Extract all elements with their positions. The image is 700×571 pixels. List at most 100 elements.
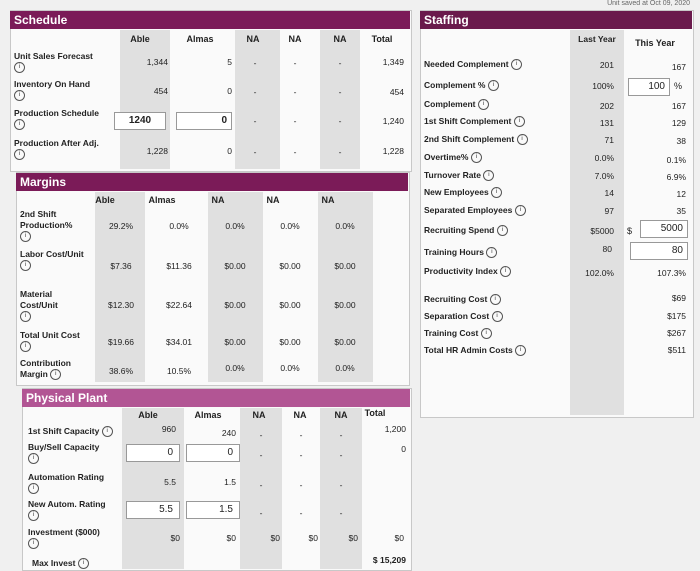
- info-icon[interactable]: i: [480, 328, 492, 340]
- info-icon[interactable]: i: [514, 205, 526, 217]
- plant-col-almas: Almas: [194, 410, 222, 420]
- schedule-shade-able: [120, 30, 170, 169]
- plant-shade-na3: [320, 408, 362, 569]
- info-icon[interactable]: i: [500, 266, 512, 278]
- schedule-col-na1: NA: [246, 34, 260, 44]
- margins-col-na3: NA: [321, 195, 335, 205]
- margins-shade-able: [95, 192, 145, 382]
- margins-col-able: Able: [95, 195, 115, 205]
- plant-shade-na1: [240, 408, 282, 569]
- margins-col-na1: NA: [211, 195, 225, 205]
- new-autom-able-input[interactable]: 5.5: [126, 501, 180, 519]
- schedule-row-label: Production After Adj. i: [14, 138, 99, 161]
- plant-col-na2: NA: [293, 410, 307, 420]
- info-icon[interactable]: i: [487, 80, 499, 92]
- info-icon[interactable]: i: [28, 483, 39, 495]
- info-icon[interactable]: i: [77, 558, 89, 570]
- info-icon[interactable]: i: [477, 99, 489, 111]
- staffing-shade-last: [570, 30, 624, 415]
- plant-col-total: Total: [364, 408, 386, 418]
- info-icon[interactable]: i: [470, 152, 482, 164]
- margins-row-label: 2nd Shift Production% i: [20, 209, 90, 243]
- margins-row-label: Contribution Margin i: [20, 358, 71, 381]
- info-icon[interactable]: i: [491, 187, 503, 199]
- info-icon[interactable]: i: [28, 538, 39, 550]
- info-icon[interactable]: i: [496, 225, 508, 237]
- info-icon[interactable]: i: [486, 247, 498, 259]
- new-autom-almas-input[interactable]: 1.5: [186, 501, 240, 519]
- margins-col-almas: Almas: [148, 195, 176, 205]
- schedule-shade-na3: [320, 30, 360, 169]
- plant-col-na3: NA: [334, 410, 348, 420]
- staffing-row-label: Needed Complement i: [424, 59, 522, 71]
- staffing-row-label: Turnover Rate i: [424, 170, 495, 182]
- complement-percent-input[interactable]: 100: [628, 78, 670, 96]
- info-icon[interactable]: i: [515, 345, 527, 357]
- cost-row-label: Separation Cost i: [424, 311, 503, 323]
- info-icon[interactable]: i: [28, 510, 39, 522]
- plant-row-label: Max Invest i: [32, 558, 89, 570]
- staffing-row-label: Overtime% i: [424, 152, 482, 164]
- info-icon[interactable]: i: [101, 426, 113, 438]
- cost-row-label: Recruiting Cost i: [424, 294, 501, 306]
- info-icon[interactable]: i: [28, 453, 39, 465]
- schedule-shade-na: [235, 30, 280, 169]
- margins-row-label: Total Unit Cost i: [20, 330, 90, 353]
- schedule-col-total: Total: [371, 34, 393, 44]
- staffing-row-label: Complement % i: [424, 80, 499, 92]
- info-icon[interactable]: i: [489, 294, 501, 306]
- schedule-col-almas: Almas: [186, 34, 214, 44]
- margins-col-na2: NA: [266, 195, 280, 205]
- plant-col-na1: NA: [252, 410, 266, 420]
- info-icon[interactable]: i: [20, 231, 31, 243]
- col-this-year: This Year: [635, 38, 675, 48]
- info-icon[interactable]: i: [50, 369, 62, 381]
- schedule-col-na2: NA: [288, 34, 302, 44]
- staffing-row-label: 1st Shift Complement i: [424, 116, 525, 128]
- schedule-col-na3: NA: [333, 34, 347, 44]
- info-icon[interactable]: i: [491, 311, 503, 323]
- save-status-text: Unit saved at Oct 09, 2020: [607, 0, 690, 7]
- plant-row-label: Automation Rating i: [28, 472, 104, 495]
- buy-sell-almas-input[interactable]: 0: [186, 444, 240, 462]
- training-hours-input[interactable]: 80: [630, 242, 688, 260]
- schedule-col-able: Able: [130, 34, 150, 44]
- plant-title: Physical Plant: [22, 389, 410, 407]
- schedule-row-label: Inventory On Hand i: [14, 79, 90, 102]
- info-icon[interactable]: i: [14, 90, 25, 102]
- staffing-row-label: New Employees i: [424, 187, 503, 199]
- plant-col-able: Able: [138, 410, 158, 420]
- plant-row-label: Buy/Sell Capacity i: [28, 442, 99, 465]
- cost-row-label: Training Cost i: [424, 328, 492, 340]
- margins-row-label: Material Cost/Unit i: [20, 289, 90, 323]
- info-icon[interactable]: i: [20, 311, 31, 323]
- plant-row-label: New Autom. Rating i: [28, 499, 106, 522]
- info-icon[interactable]: i: [14, 149, 25, 161]
- staffing-row-label: Separated Employees i: [424, 205, 526, 217]
- schedule-title: Schedule: [10, 11, 410, 29]
- staffing-row-label: Complement i: [424, 99, 489, 111]
- margins-row-label: Labor Cost/Unit i: [20, 249, 90, 272]
- info-icon[interactable]: i: [510, 59, 522, 71]
- margins-shade-na1: [208, 192, 263, 382]
- production-schedule-almas-input[interactable]: 0: [176, 112, 232, 130]
- info-icon[interactable]: i: [20, 260, 31, 272]
- plant-row-label: Investment ($000) i: [28, 527, 100, 550]
- schedule-row-label: Production Schedule i: [14, 108, 99, 131]
- info-icon[interactable]: i: [513, 116, 525, 128]
- info-icon[interactable]: i: [20, 341, 31, 353]
- plant-shade-able: [122, 408, 184, 569]
- info-icon[interactable]: i: [483, 170, 495, 182]
- info-icon[interactable]: i: [516, 134, 528, 146]
- info-icon[interactable]: i: [14, 62, 25, 74]
- schedule-row-label: Unit Sales Forecast i: [14, 51, 93, 74]
- margins-shade-na3: [318, 192, 373, 382]
- info-icon[interactable]: i: [14, 119, 25, 131]
- margins-title: Margins: [16, 173, 408, 191]
- buy-sell-able-input[interactable]: 0: [126, 444, 180, 462]
- col-last-year: Last Year: [578, 34, 616, 44]
- currency-symbol: $: [627, 226, 633, 236]
- production-schedule-able-input[interactable]: 1240: [114, 112, 166, 130]
- recruiting-spend-input[interactable]: 5000: [640, 220, 688, 238]
- plant-row-label: 1st Shift Capacity i: [28, 426, 113, 438]
